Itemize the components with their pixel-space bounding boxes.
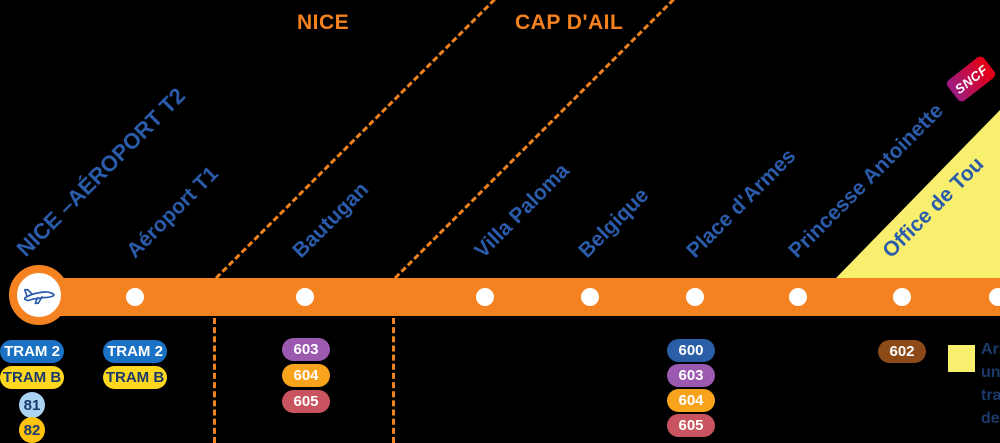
connection-badge-604: 604 bbox=[282, 364, 330, 387]
connection-badge-604: 604 bbox=[667, 389, 715, 412]
stop-dot bbox=[893, 288, 911, 306]
station-label-belgique: Belgique bbox=[574, 183, 654, 263]
connection-badge-82: 82 bbox=[19, 417, 45, 443]
connection-badge-tramb: TRAM B bbox=[0, 366, 64, 389]
zone-boundary-line-nice-lower bbox=[213, 318, 216, 443]
connection-badge-81: 81 bbox=[19, 392, 45, 418]
legend-line: Arr bbox=[981, 341, 1000, 358]
stop-dot bbox=[789, 288, 807, 306]
stop-dot bbox=[581, 288, 599, 306]
zone-boundary-line-capdail-lower bbox=[392, 318, 395, 443]
zone-boundary-line-capdail bbox=[394, 0, 675, 280]
zone-boundary-line-nice bbox=[215, 0, 496, 280]
stop-dot bbox=[476, 288, 494, 306]
connection-badge-tramb: TRAM B bbox=[103, 366, 167, 389]
connection-badge-tram2: TRAM 2 bbox=[0, 340, 64, 363]
route-line bbox=[36, 278, 1000, 316]
zone-label-nice: NICE bbox=[297, 11, 350, 34]
connection-badge-tram2: TRAM 2 bbox=[103, 340, 167, 363]
stop-dot bbox=[296, 288, 314, 306]
connection-badge-605: 605 bbox=[282, 390, 330, 413]
connection-badge-603: 603 bbox=[667, 364, 715, 387]
stop-dot bbox=[686, 288, 704, 306]
connection-badge-605: 605 bbox=[667, 414, 715, 437]
legend-line: de bbox=[981, 410, 1000, 427]
sncf-logo: SNCF bbox=[944, 54, 998, 104]
station-label-villa-paloma: Villa Paloma bbox=[470, 159, 574, 263]
legend-text: Arr uni tra de bbox=[981, 338, 1000, 430]
terminus-airport-marker bbox=[9, 265, 69, 325]
zone-label-cap-dail: CAP D'AIL bbox=[515, 11, 624, 34]
stop-dot bbox=[126, 288, 144, 306]
connection-badge-600: 600 bbox=[667, 339, 715, 362]
stop-dot bbox=[989, 288, 1000, 306]
legend-line: tra bbox=[981, 387, 1000, 404]
connection-badge-602: 602 bbox=[878, 340, 926, 363]
connection-badge-603: 603 bbox=[282, 338, 330, 361]
legend-swatch bbox=[946, 343, 977, 374]
station-label-aeroport-t1: Aéroport T1 bbox=[122, 162, 223, 263]
legend-line: uni bbox=[981, 364, 1000, 381]
airplane-icon bbox=[21, 284, 57, 306]
